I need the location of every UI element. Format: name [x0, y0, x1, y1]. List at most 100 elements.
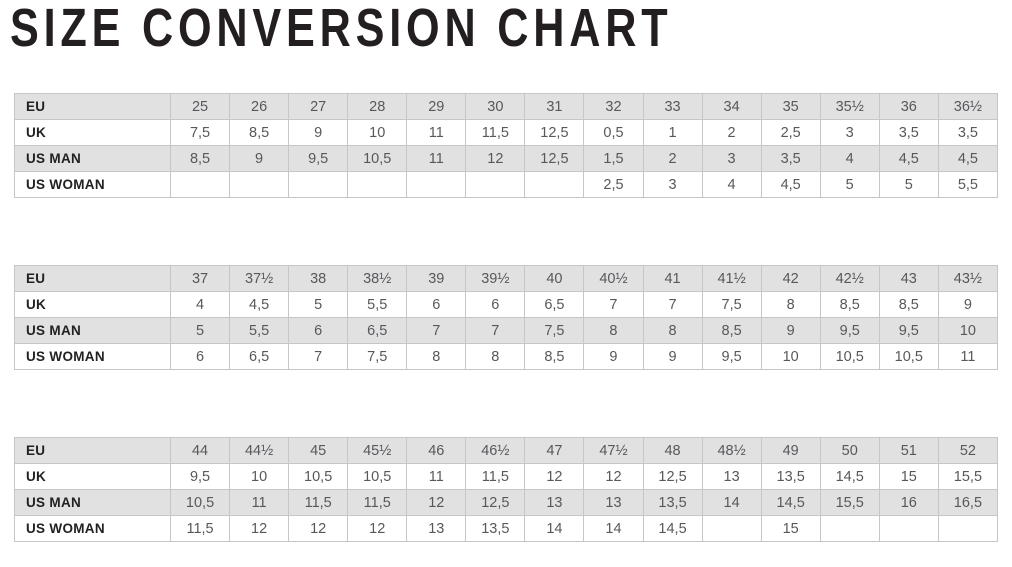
- size-cell: 45½: [347, 437, 408, 464]
- size-cell: [288, 171, 349, 198]
- size-cell: 5: [819, 171, 880, 198]
- table-row: UK 7,5 8,5 9 10 11 11,5 12,5 0,5 1 2 2,5 3 3,5 3,5: [14, 119, 999, 146]
- size-cell: 8,5: [878, 291, 939, 318]
- size-cell: 16: [878, 489, 939, 516]
- size-cell: 7: [406, 317, 467, 344]
- size-cell: 1,5: [583, 145, 644, 172]
- size-cell: 51: [878, 437, 939, 464]
- size-cell: 35½: [819, 93, 880, 120]
- row-label: US MAN: [14, 317, 171, 344]
- size-cell: 9,5: [819, 317, 880, 344]
- size-cell: [465, 171, 526, 198]
- size-cell: 38: [288, 265, 349, 292]
- size-cell: 9: [760, 317, 821, 344]
- size-cell: 9,5: [288, 145, 349, 172]
- size-cell: 15,5: [819, 489, 880, 516]
- size-cell: 9,5: [169, 463, 231, 490]
- size-cell: 4,5: [229, 291, 290, 318]
- size-cell: 7: [583, 291, 644, 318]
- row-label: US MAN: [14, 145, 171, 172]
- size-cell: 10,5: [878, 343, 939, 370]
- size-cell: 8,5: [229, 119, 290, 146]
- size-cell: 9: [583, 343, 644, 370]
- row-label: UK: [14, 119, 171, 146]
- table-row: US MAN 10,5 11 11,5 11,5 12 12,5 13 13 13,5 14 14,5…: [14, 489, 999, 516]
- size-cell: 40½: [583, 265, 644, 292]
- size-table-eu-25-36: EU 25 26 27 28 29 30 31 32 33 34 35 35½ 36 36½ UK 7,5 8,5…: [14, 93, 999, 198]
- size-cell: 27: [288, 93, 349, 120]
- size-cell: 9: [288, 119, 349, 146]
- size-cell: 3: [642, 171, 703, 198]
- size-cell: 7,5: [169, 119, 231, 146]
- size-cell: 10,5: [347, 145, 408, 172]
- size-cell: 35: [760, 93, 821, 120]
- size-table-eu-44-52: EU 44 44½ 45 45½ 46 46½ 47 47½ 48 48½ 49 50 51 52 UK 9,5…: [14, 437, 999, 542]
- size-table-eu-37-43: EU 37 37½ 38 38½ 39 39½ 40 40½ 41 41½ 42 42½ 43 43½ UK 4…: [14, 265, 999, 370]
- size-cell: [524, 171, 585, 198]
- size-cell: 36: [878, 93, 939, 120]
- size-cell: 7: [288, 343, 349, 370]
- size-cell: 9,5: [701, 343, 762, 370]
- size-cell: 2,5: [583, 171, 644, 198]
- size-cell: 5: [878, 171, 939, 198]
- size-cell: 8,5: [701, 317, 762, 344]
- size-cell: 14: [524, 515, 585, 542]
- size-cell: 6,5: [229, 343, 290, 370]
- size-cell: 3,5: [760, 145, 821, 172]
- size-cell: 10: [937, 317, 999, 344]
- size-cell: 5: [169, 317, 231, 344]
- size-cell: 3: [819, 119, 880, 146]
- size-cell: 8,5: [524, 343, 585, 370]
- size-cell: 30: [465, 93, 526, 120]
- size-cell: 8: [406, 343, 467, 370]
- size-cell: 7,5: [701, 291, 762, 318]
- size-cell: 39: [406, 265, 467, 292]
- table-row: US WOMAN 6 6,5 7 7,5 8 8 8,5 9 9 9,5 10 10,5 10,5 11: [14, 343, 999, 370]
- size-cell: 8: [583, 317, 644, 344]
- size-cell: 7: [465, 317, 526, 344]
- size-cell: 5,5: [229, 317, 290, 344]
- size-cell: 2: [642, 145, 703, 172]
- size-cell: 42½: [819, 265, 880, 292]
- size-cell: 12: [229, 515, 290, 542]
- size-cell: 25: [169, 93, 231, 120]
- size-cell: 44½: [229, 437, 290, 464]
- size-cell: 10,5: [288, 463, 349, 490]
- table-row: EU 44 44½ 45 45½ 46 46½ 47 47½ 48 48½ 49 50 51 52: [14, 437, 999, 464]
- size-cell: 14,5: [642, 515, 703, 542]
- size-cell: [347, 171, 408, 198]
- size-cell: 13: [524, 489, 585, 516]
- size-cell: 7,5: [347, 343, 408, 370]
- size-cell: 14: [583, 515, 644, 542]
- size-cell: [878, 515, 939, 542]
- size-cell: 8: [760, 291, 821, 318]
- size-cell: 10,5: [347, 463, 408, 490]
- page-title: SIZE CONVERSION CHART: [10, 0, 673, 58]
- table-row: US WOMAN 2,5 3 4 4,5 5 5 5,5: [14, 171, 999, 198]
- size-cell: 8: [465, 343, 526, 370]
- size-cell: 3,5: [878, 119, 939, 146]
- row-label: EU: [14, 437, 171, 464]
- size-cell: 8: [642, 317, 703, 344]
- size-cell: 29: [406, 93, 467, 120]
- size-cell: 39½: [465, 265, 526, 292]
- row-label: US WOMAN: [14, 171, 171, 198]
- size-cell: 43½: [937, 265, 999, 292]
- size-cell: 16,5: [937, 489, 999, 516]
- size-cell: 10: [229, 463, 290, 490]
- size-cell: 12,5: [642, 463, 703, 490]
- size-cell: 11: [937, 343, 999, 370]
- size-cell: 1: [642, 119, 703, 146]
- size-cell: 7: [642, 291, 703, 318]
- size-cell: 4,5: [878, 145, 939, 172]
- size-cell: 6: [406, 291, 467, 318]
- size-cell: 14: [701, 489, 762, 516]
- size-cell: 42: [760, 265, 821, 292]
- size-cell: 14,5: [760, 489, 821, 516]
- size-cell: 3,5: [937, 119, 999, 146]
- size-cell: 46: [406, 437, 467, 464]
- size-cell: 52: [937, 437, 999, 464]
- size-cell: 44: [169, 437, 231, 464]
- size-cell: 40: [524, 265, 585, 292]
- size-cell: 6,5: [524, 291, 585, 318]
